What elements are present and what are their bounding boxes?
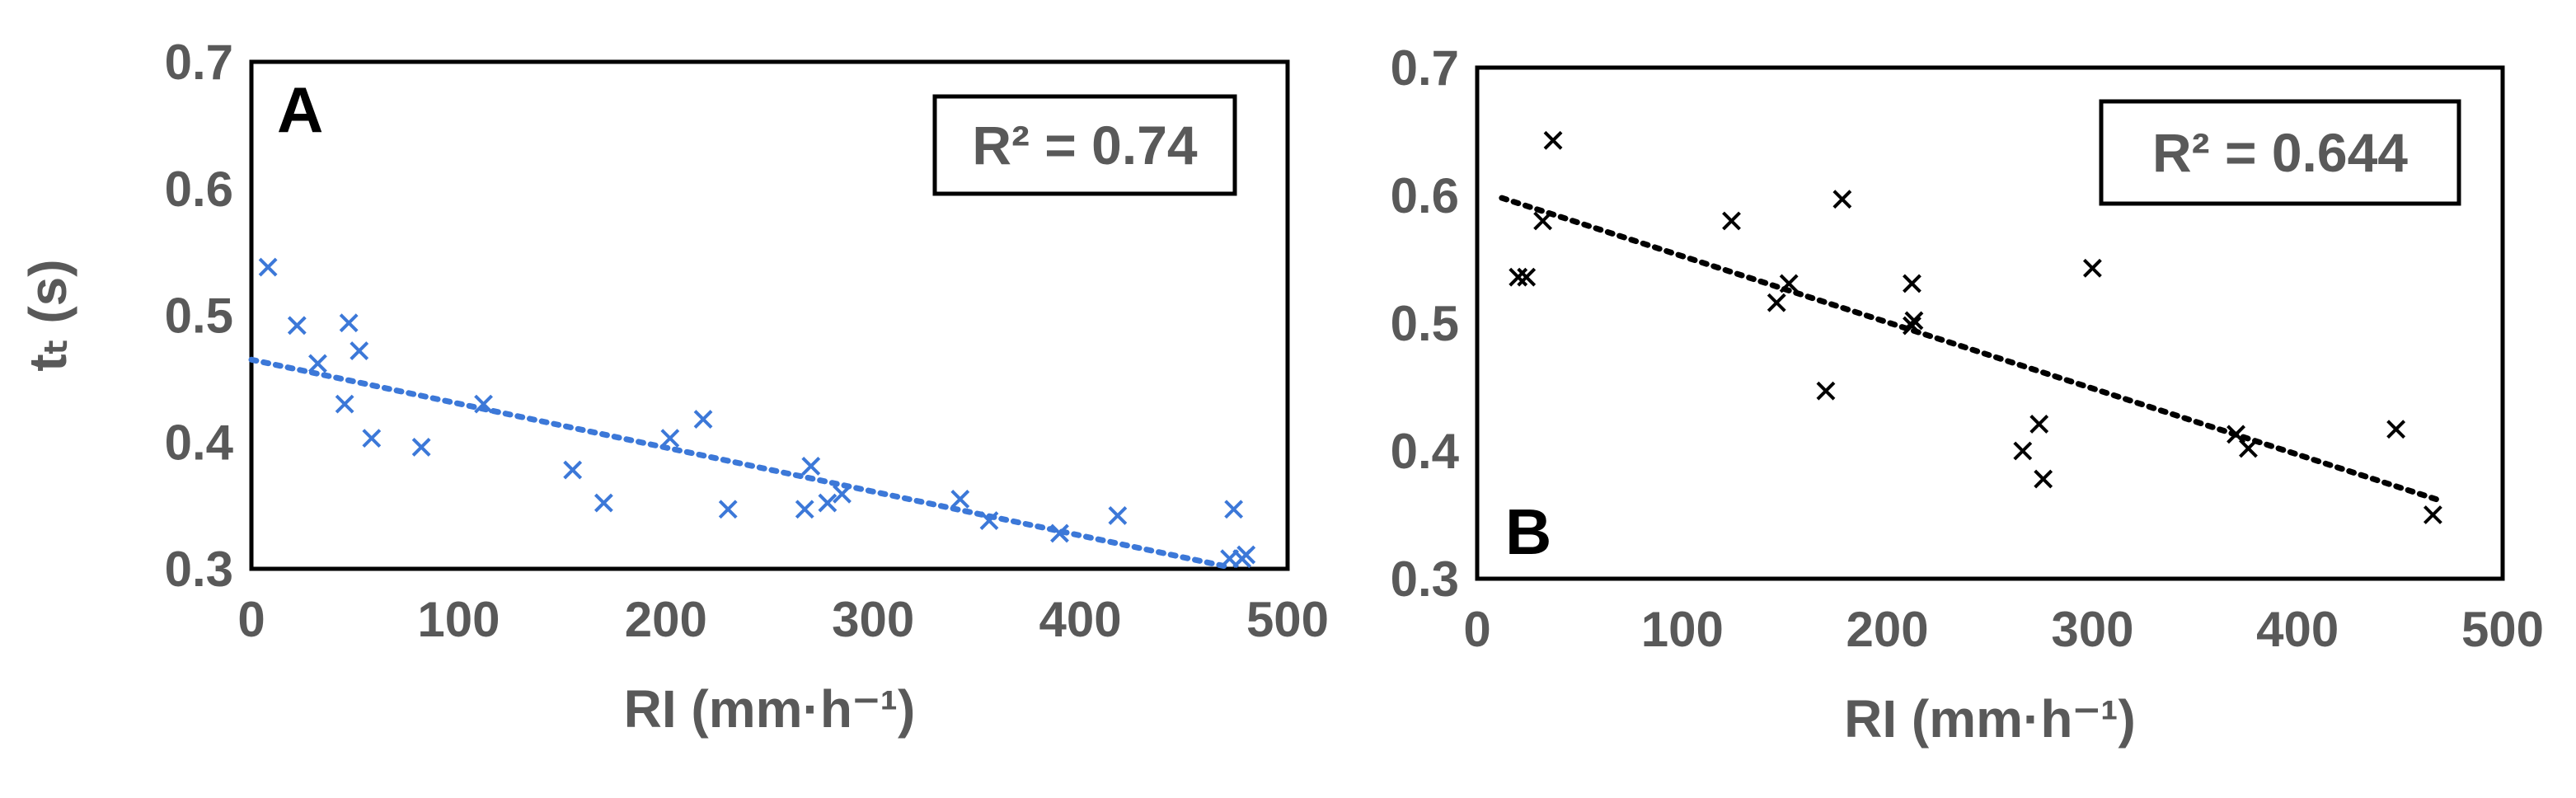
panel-a-data-point (718, 500, 738, 519)
panel-b-panel-letter: B (1505, 495, 1551, 568)
panel-a-data-point (833, 484, 852, 504)
panel-a-panel-letter: A (277, 73, 323, 146)
panel-b-data-point (2423, 505, 2442, 524)
panel-b-data-point (2013, 441, 2033, 461)
panel-a-y-tick-label: 0.4 (165, 415, 234, 470)
panel-b-x-tick-label: 300 (2051, 602, 2133, 657)
panel-a-data-point (801, 457, 821, 476)
panel-a-x-tick-label: 0 (237, 592, 265, 647)
panel-a-data-point (350, 341, 369, 360)
panel-b-data-point (1832, 190, 1852, 209)
panel-a-data-point (795, 500, 814, 519)
panel-a-data-point (362, 429, 382, 448)
panel-b-plot-frame (1475, 65, 2505, 581)
panel-b-trendline (1499, 195, 2440, 503)
panel-b-data-point (1509, 267, 1528, 287)
panel-a-x-tick-label: 500 (1246, 592, 1329, 647)
panel-b-x-tick-label: 200 (1846, 602, 1929, 657)
panel-a-data-point (308, 354, 327, 373)
panel-a-data-point (1108, 506, 1128, 525)
panel-b-data-point (1767, 293, 1786, 312)
panel-a-data-point (660, 429, 680, 448)
panel-a-y-tick-label: 0.5 (165, 289, 233, 344)
panel-a-data-point (693, 410, 713, 429)
panel-a-r2-label: R² = 0.74 (972, 115, 1198, 176)
panel-b-y-tick-label: 0.5 (1391, 296, 1459, 351)
panel-b-y-tick-label: 0.4 (1391, 424, 1460, 479)
panel-b-y-tick-label: 0.7 (1391, 40, 1459, 96)
panel-b-r2-box (2099, 99, 2461, 206)
panel-b-x-tick-label: 400 (2256, 602, 2339, 657)
panel-a-y-tick-label: 0.7 (165, 35, 233, 90)
panel-a-data-point (950, 490, 970, 509)
panel-b-data-point (1903, 274, 1921, 293)
panel-b-chart: 0.3 0.4 0.5 0.6 0.7 0 100 200 300 400 500 RI (mm·h⁻… (1391, 40, 2544, 749)
panel-a-y-axis-title: tₜ (s) (18, 259, 77, 371)
panel-b-data-point (2239, 439, 2258, 458)
panel-b-data-point (1543, 130, 1563, 150)
panel-b-data-point (2029, 415, 2049, 434)
panel-a-data-point (563, 460, 583, 480)
panel-b-y-tick-label: 0.6 (1391, 168, 1459, 223)
panel-b-data-point (1517, 267, 1537, 287)
panel-a-data-point (335, 394, 354, 414)
panel-a-data-point (474, 394, 493, 414)
panel-a-trendline (248, 356, 1229, 570)
panel-b-x-tick-label: 100 (1641, 602, 1724, 657)
panel-b-data-point (1779, 274, 1799, 293)
panel-b-data-point (2034, 469, 2053, 489)
panel-b-data-point (1904, 311, 1924, 331)
panel-a-x-tick-label: 400 (1039, 592, 1122, 647)
panel-a-data-point (979, 511, 999, 530)
panel-a-data-point (818, 493, 838, 513)
panel-a-x-tick-label: 300 (832, 592, 914, 647)
panel-b-x-tick-label: 500 (2461, 602, 2544, 657)
panel-a-plot-frame (249, 59, 1290, 571)
panel-a-x-tick-label: 200 (625, 592, 707, 647)
panel-a-data-point (258, 257, 278, 277)
panel-b-data-point (1722, 211, 1741, 231)
panel-a-data-point (287, 316, 307, 336)
panel-a-x-axis-title: RI (mm·h⁻¹) (624, 679, 916, 739)
panel-a-data-point (594, 493, 613, 513)
panel-a-data-point (339, 313, 359, 333)
panel-a-data-point (1224, 500, 1244, 519)
panel-b-x-axis-title: RI (mm·h⁻¹) (1844, 689, 2136, 749)
panel-a-x-tick-label: 100 (417, 592, 500, 647)
panel-a-y-tick-label: 0.6 (165, 162, 233, 217)
panel-b-data-point (1903, 316, 1921, 336)
panel-b-data-point (2386, 420, 2406, 439)
panel-b-r2-label: R² = 0.644 (2152, 122, 2408, 183)
panel-a-data-point (1236, 545, 1256, 565)
panel-a-data-point (411, 437, 431, 457)
panel-b-data-point (1816, 381, 1836, 401)
panel-b-y-tick-label: 0.3 (1391, 552, 1459, 607)
panel-a-chart: 0.3 0.4 0.5 0.6 0.7 0 100 200 300 400 500 RI (mm·h⁻… (18, 35, 1329, 739)
panel-b-data-point (1533, 211, 1553, 231)
panel-b-data-point (2082, 258, 2102, 278)
panel-a-data-point (1050, 523, 1069, 543)
panel-b-x-tick-label: 0 (1463, 602, 1490, 657)
panel-a-y-tick-label: 0.3 (165, 542, 233, 597)
panel-a-r2-box (932, 94, 1237, 196)
